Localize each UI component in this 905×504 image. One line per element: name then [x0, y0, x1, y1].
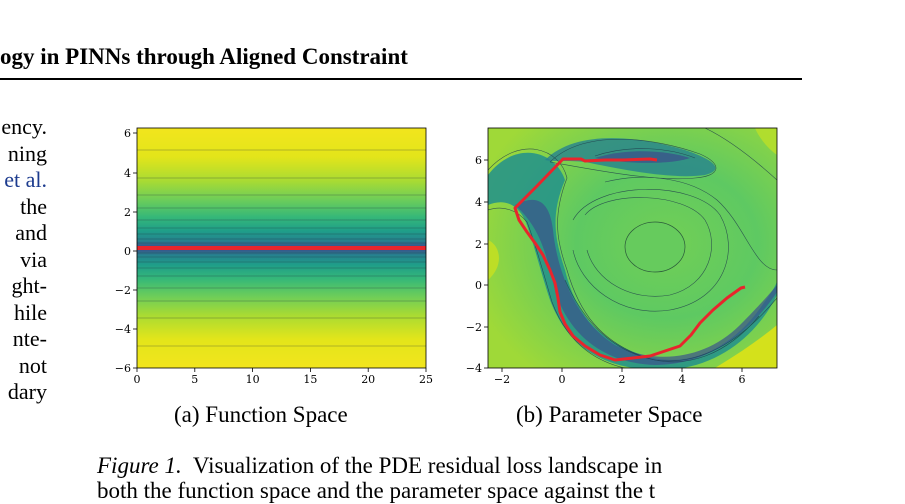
x-tick-label: 0	[559, 373, 566, 386]
x-tick-label: 0	[134, 373, 141, 386]
x-tick-label: 2	[619, 373, 626, 386]
x-tick-label: 20	[361, 373, 375, 386]
x-tick-label: −2	[494, 373, 510, 386]
parameter-space-plot: −2 0 2 4 6 −4 −2 0 2 4 6	[466, 127, 778, 386]
y-tick-label: −4	[466, 362, 482, 375]
function-space-plot: 0 5 10 15 20 25 −6 −4 −2 0 2 4 6	[115, 127, 433, 386]
parameter-space-trajectory	[513, 157, 746, 362]
left-peak	[488, 240, 499, 280]
left-text-line: not	[18, 352, 47, 378]
left-text-line: hile	[14, 299, 47, 325]
left-text-line: ning	[7, 140, 47, 166]
valley-core	[515, 199, 777, 365]
left-text-line: and	[15, 220, 47, 245]
header-rule	[0, 78, 802, 80]
y-tick-label: 4	[475, 196, 482, 209]
panel-b-caption: (b) Parameter Space	[516, 402, 703, 427]
left-text-line: via	[20, 246, 47, 272]
y-tick-label: 0	[124, 245, 131, 258]
x-tick-label: 4	[679, 373, 686, 386]
y-tick-label: −2	[466, 321, 482, 334]
x-tick-label: 15	[303, 373, 317, 386]
figure-label: Figure 1.	[97, 453, 182, 478]
running-title: ogy in PINNs through Aligned Constraint	[0, 44, 408, 69]
y-tick-label: 4	[124, 167, 131, 180]
figure-caption: Figure 1. Visualization of the PDE resid…	[97, 453, 662, 479]
y-tick-label: −6	[115, 362, 131, 375]
figure-caption-text: Visualization of the PDE residual loss l…	[192, 453, 663, 478]
x-tick-label: 10	[246, 373, 260, 386]
top-right-peak	[755, 128, 777, 155]
left-text-line: ght-	[11, 273, 47, 298]
bottom-right-peak	[715, 325, 777, 368]
x-tick-label: 25	[419, 373, 433, 386]
left-text-line: dary	[7, 379, 47, 404]
y-tick-label: 0	[475, 279, 482, 292]
central-basin	[624, 221, 686, 273]
x-tick-label: 5	[191, 373, 198, 386]
function-space-frame	[136, 127, 427, 369]
y-tick-label: −4	[115, 323, 131, 336]
y-tick-label: 6	[124, 127, 131, 140]
left-text-line: ency.	[1, 114, 47, 139]
function-space-contours	[137, 149, 426, 347]
y-tick-label: 6	[475, 154, 482, 167]
left-text-line: nte-	[12, 326, 47, 351]
left-text-line: the	[20, 193, 47, 219]
figure-caption-line2: both the function space and the paramete…	[97, 478, 656, 503]
y-tick-label: 2	[124, 206, 131, 219]
y-tick-label: −2	[115, 284, 131, 297]
left-text-line: et al.	[4, 167, 47, 192]
x-tick-label: 6	[739, 373, 746, 386]
panel-a-caption: (a) Function Space	[174, 402, 348, 427]
left-column-text: ency. ning et al. the and via ght-hile nte-not d…	[1, 114, 47, 406]
parameter-space-frame	[487, 127, 778, 369]
y-tick-label: 2	[475, 238, 482, 251]
